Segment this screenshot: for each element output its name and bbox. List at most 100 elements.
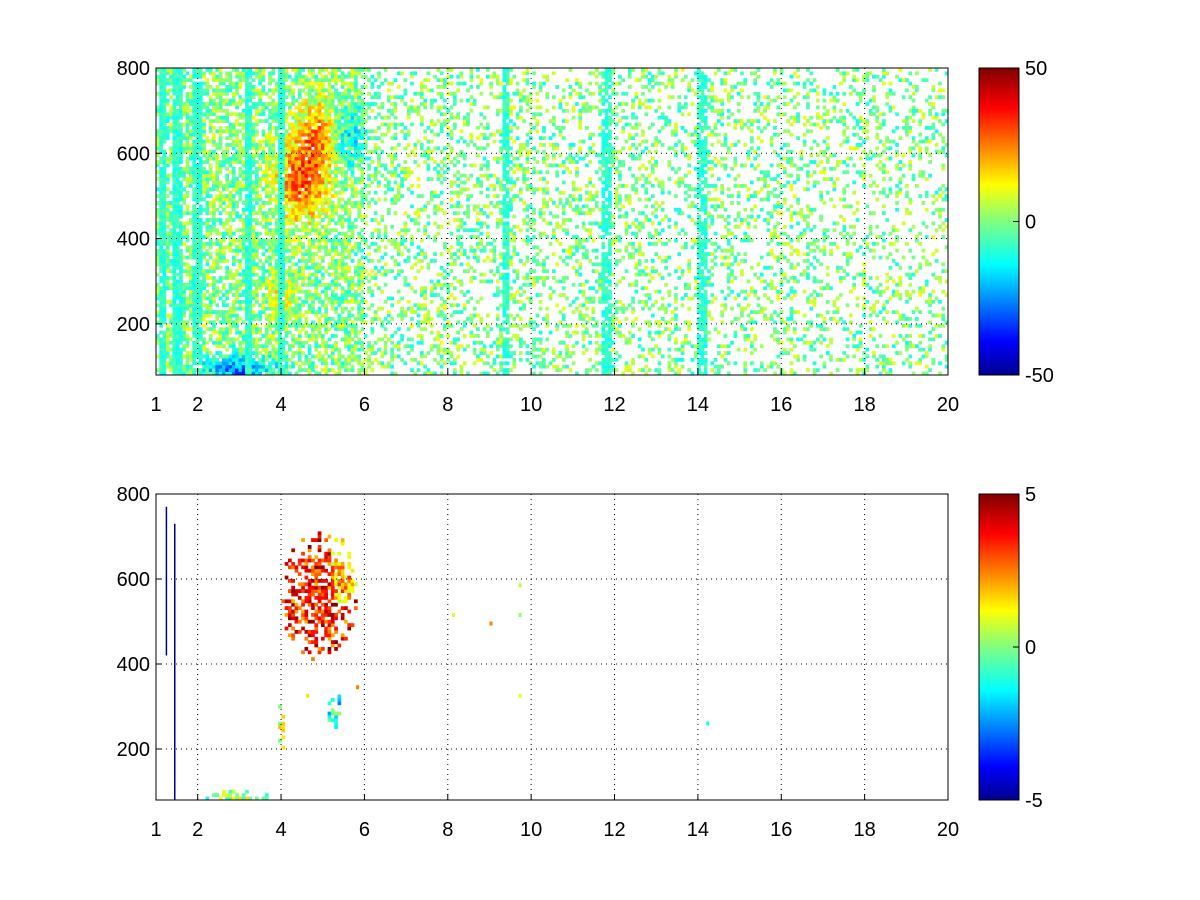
heatmap-cell — [215, 337, 220, 342]
heatmap-cell — [363, 313, 368, 318]
heatmap-cell — [225, 259, 229, 263]
heatmap-cell — [251, 364, 256, 369]
heatmap-cell — [278, 259, 282, 263]
heatmap-cell — [248, 340, 253, 345]
heatmap-cell — [380, 102, 385, 106]
heatmap-cell — [185, 303, 190, 308]
heatmap-cell — [175, 156, 180, 161]
heatmap-cell — [304, 125, 309, 130]
heatmap-cell — [278, 102, 282, 106]
heatmap-cell — [420, 334, 424, 338]
heatmap-cell — [393, 108, 398, 113]
heatmap-cell — [159, 371, 163, 375]
heatmap-cell — [354, 132, 358, 137]
heatmap-cell — [268, 166, 272, 171]
heatmap-cell — [377, 85, 381, 89]
heatmap-cell — [268, 354, 272, 359]
heatmap-cell — [380, 289, 385, 294]
heatmap-cell — [202, 255, 206, 260]
heatmap-cell — [307, 357, 312, 362]
heatmap-cell — [182, 262, 187, 267]
heatmap-cell — [317, 334, 322, 338]
heatmap-cell — [294, 204, 299, 209]
heatmap-cell — [192, 132, 196, 137]
heatmap-cell — [357, 231, 361, 236]
heatmap-cell — [274, 330, 279, 335]
heatmap-cell — [212, 136, 216, 141]
heatmap-cell — [350, 108, 355, 113]
heatmap-cell — [225, 115, 229, 120]
heatmap-cell — [238, 81, 243, 86]
heatmap-cell — [255, 238, 259, 243]
heatmap-cell — [281, 102, 286, 106]
heatmap-cell — [182, 68, 187, 72]
heatmap-cell — [205, 177, 210, 181]
heatmap-cell — [195, 252, 200, 257]
heatmap-cell — [192, 310, 196, 314]
heatmap-cell — [337, 347, 342, 352]
heatmap-cell — [198, 71, 203, 76]
heatmap-cell — [443, 211, 447, 216]
heatmap-cell — [311, 299, 315, 304]
heatmap-cell — [334, 190, 338, 195]
heatmap-cell — [344, 279, 348, 284]
heatmap-cell — [446, 74, 451, 79]
heatmap-cell — [311, 262, 315, 267]
heatmap-cell — [205, 347, 210, 352]
heatmap-cell — [340, 224, 345, 229]
heatmap-cell — [281, 153, 286, 158]
heatmap-cell — [192, 153, 196, 158]
heatmap-cell — [258, 163, 262, 168]
heatmap-cell — [278, 221, 282, 226]
heatmap-cell — [350, 146, 355, 151]
heatmap-cell — [317, 143, 322, 147]
heatmap-cell — [264, 296, 269, 301]
heatmap-cell — [360, 282, 365, 287]
heatmap-cell — [324, 269, 328, 274]
heatmap-cell — [433, 204, 437, 209]
heatmap-cell — [231, 238, 236, 243]
heatmap-cell — [357, 310, 361, 314]
heatmap-cell — [189, 351, 193, 355]
heatmap-cell — [337, 180, 342, 185]
heatmap-cell — [165, 224, 170, 229]
heatmap-cell — [390, 371, 394, 375]
heatmap-cell — [403, 313, 408, 318]
heatmap-cell — [410, 344, 414, 349]
heatmap-cell — [198, 190, 203, 195]
heatmap-cell — [261, 71, 266, 76]
heatmap-cell — [212, 214, 216, 219]
heatmap-cell — [268, 340, 272, 345]
heatmap-cell — [264, 317, 269, 321]
heatmap-cell — [222, 286, 226, 291]
heatmap-cell — [334, 221, 338, 226]
heatmap-cell — [363, 299, 368, 304]
heatmap-cell — [162, 364, 167, 369]
heatmap-cell — [314, 201, 319, 205]
heatmap-cell — [159, 68, 163, 72]
heatmap-cell — [354, 299, 358, 304]
heatmap-cell — [363, 146, 368, 151]
heatmap-cell — [162, 279, 167, 284]
heatmap-cell — [215, 364, 220, 369]
heatmap-cell — [251, 323, 256, 328]
heatmap-cell — [377, 269, 381, 274]
heatmap-cell — [403, 166, 408, 171]
heatmap-cell — [248, 289, 253, 294]
heatmap-cell — [416, 323, 421, 328]
heatmap-cell — [185, 108, 190, 113]
heatmap-cell — [443, 170, 447, 175]
heatmap-cell — [225, 85, 229, 89]
heatmap-cell — [271, 183, 276, 188]
heatmap-cell — [301, 125, 305, 130]
heatmap-cell — [264, 91, 269, 96]
heatmap-cell — [205, 115, 210, 120]
heatmap-cell — [357, 272, 361, 277]
heatmap-cell — [198, 119, 203, 123]
heatmap-cell — [314, 323, 319, 328]
heatmap-cell — [304, 282, 309, 287]
heatmap-cell — [311, 153, 315, 158]
heatmap-cell — [215, 238, 220, 243]
heatmap-cell — [301, 276, 305, 280]
heatmap-cell — [426, 177, 431, 181]
